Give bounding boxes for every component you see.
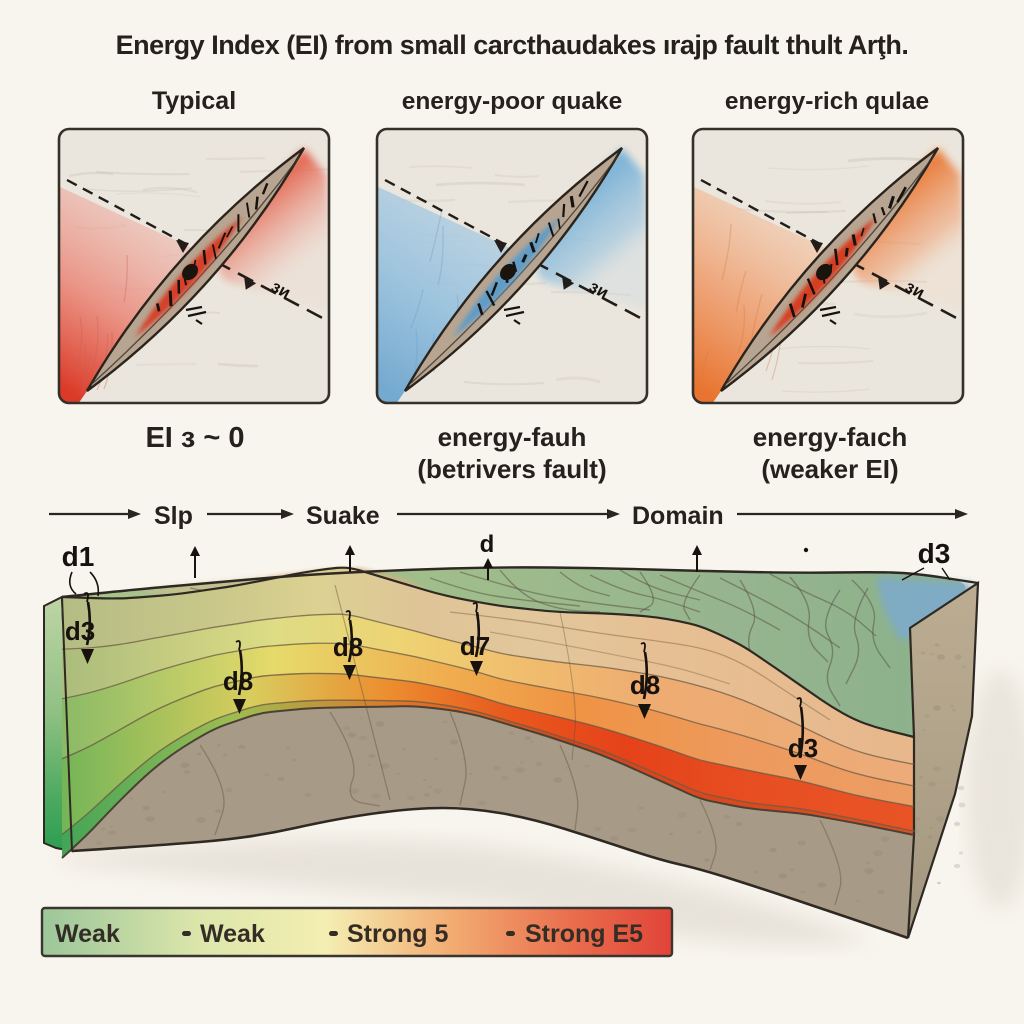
- svg-text:Strong 5: Strong 5: [347, 920, 448, 948]
- svg-text:Weak: Weak: [200, 920, 265, 948]
- svg-text:d1: d1: [62, 541, 95, 572]
- svg-text:Strong E5: Strong E5: [525, 920, 643, 948]
- svg-text:d3: d3: [65, 616, 95, 646]
- svg-text:energy-faıch: energy-faıch: [753, 422, 908, 452]
- svg-text:d3: d3: [918, 538, 951, 569]
- svg-text:(betrivers fault): (betrivers fault): [417, 454, 606, 484]
- svg-text:Typical: Typical: [152, 87, 236, 115]
- svg-text:d8: d8: [223, 666, 253, 696]
- svg-text:d8: d8: [630, 670, 660, 700]
- svg-text:EI з ~ 0: EI з ~ 0: [145, 422, 244, 454]
- svg-text:energy-rich qulae: energy-rich qulae: [725, 88, 929, 115]
- svg-text:energy-poor quake: energy-poor quake: [402, 88, 623, 115]
- svg-text:d3: d3: [788, 733, 818, 763]
- svg-text:d8: d8: [333, 632, 363, 662]
- svg-text:Weak: Weak: [55, 920, 120, 948]
- svg-text:Energy Index (EI) from small c: Energy Index (EI) from small carcthaudak…: [116, 30, 909, 60]
- svg-text:(weaker EI): (weaker EI): [761, 454, 898, 484]
- svg-text:d: d: [480, 531, 495, 558]
- svg-text:Suake: Suake: [306, 502, 380, 530]
- svg-text:energy-fauh: energy-fauh: [438, 422, 587, 452]
- svg-text:d7: d7: [460, 631, 490, 661]
- svg-text:Slp: Slp: [154, 502, 193, 530]
- svg-text:Domain: Domain: [632, 502, 724, 530]
